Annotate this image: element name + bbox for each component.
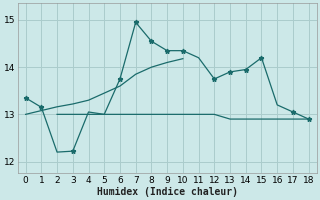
X-axis label: Humidex (Indice chaleur): Humidex (Indice chaleur) [97, 186, 238, 197]
